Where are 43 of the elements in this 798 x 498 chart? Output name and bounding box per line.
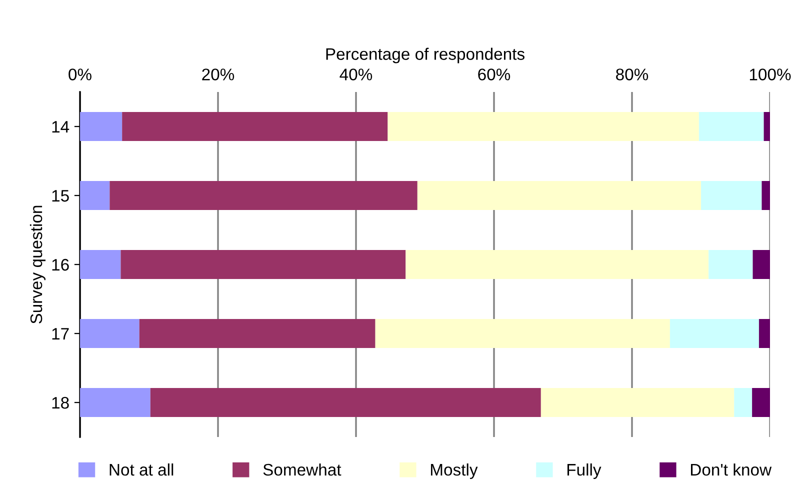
bar: [698, 112, 764, 141]
bar: [110, 181, 418, 210]
x-tick-label: 60%: [478, 68, 510, 80]
legend-label: Somewhat: [263, 463, 342, 476]
bar: [150, 388, 541, 417]
bar: [388, 112, 699, 141]
y-tick-label: 16: [52, 258, 69, 271]
bar: [80, 181, 110, 210]
legend-label: Fully: [567, 463, 602, 479]
bar: [701, 181, 762, 210]
y-tick-label: 15: [52, 190, 69, 202]
bar: [752, 250, 770, 279]
x-tick-label: 0%: [68, 68, 92, 80]
bar: [417, 181, 701, 210]
y-axis-title: Survey question: [30, 206, 46, 324]
bar: [375, 319, 670, 348]
x-tick-label: 100%: [750, 68, 791, 80]
bar: [670, 319, 759, 348]
bar: [406, 250, 709, 279]
bar: [752, 388, 770, 417]
bar: [80, 388, 150, 417]
bar: [734, 388, 752, 417]
y-tick-label: 14: [52, 121, 70, 133]
bar: [758, 319, 770, 348]
bar: [762, 181, 770, 210]
y-tick-label: 17: [52, 328, 69, 340]
x-tick-label: 80%: [616, 68, 648, 80]
bar: [80, 112, 122, 141]
x-axis-title: Percentage of respondents: [326, 48, 524, 64]
bar: [80, 250, 121, 279]
bar: [80, 319, 140, 348]
bar: [708, 250, 753, 279]
x-tick-label: 20%: [202, 68, 234, 80]
bar: [139, 319, 376, 348]
bar: [120, 250, 406, 279]
bar: [540, 388, 734, 417]
bar: [122, 112, 388, 141]
x-tick-label: 40%: [340, 68, 372, 80]
legend-label: Don't know: [690, 463, 772, 476]
bar: [764, 112, 770, 141]
legend-label: Mostly: [430, 463, 478, 479]
y-tick-label: 18: [52, 396, 69, 409]
legend-label: Not at all: [110, 463, 174, 476]
